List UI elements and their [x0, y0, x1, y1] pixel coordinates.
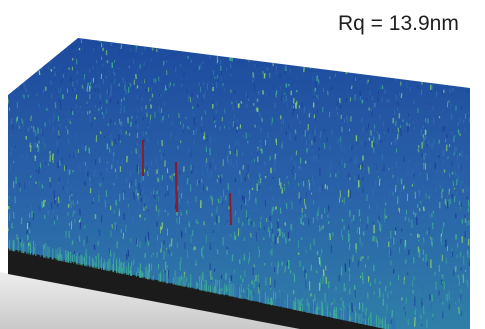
surface-front-edge: [8, 236, 396, 329]
spike-3: [229, 192, 232, 226]
roughness-label: Rq = 13.9nm: [338, 12, 459, 35]
surface-spikes: [142, 140, 232, 226]
spike-2: [174, 161, 179, 213]
